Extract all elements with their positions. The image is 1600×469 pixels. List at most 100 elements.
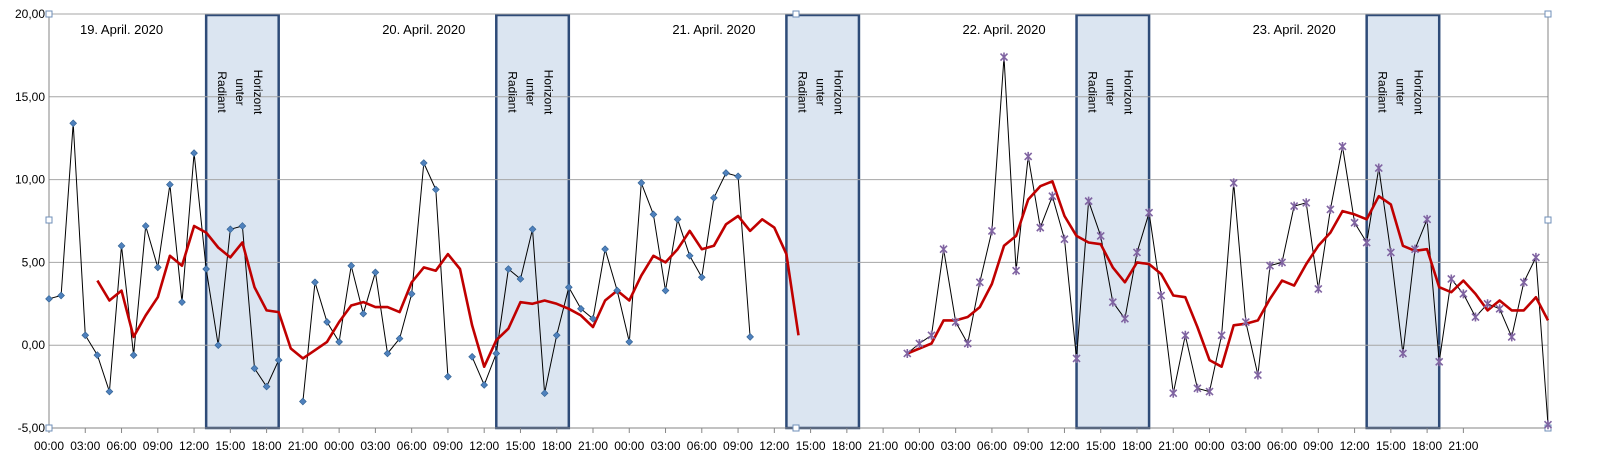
- data-point-marker: [734, 172, 742, 181]
- data-point-marker: [1435, 357, 1444, 367]
- smoothed-rate-line: [96, 180, 1550, 368]
- x-tick-label: 06:00: [107, 439, 137, 453]
- data-point-marker: [178, 298, 186, 306]
- x-tick-label: 15:00: [1086, 439, 1116, 453]
- data-point-marker: [480, 381, 489, 389]
- data-point-marker: [1084, 196, 1093, 206]
- x-tick-label: 00:00: [1195, 439, 1225, 453]
- radiant-below-horizon-band: [785, 13, 861, 430]
- day-label: 22. April. 2020: [962, 22, 1045, 37]
- data-point-marker: [1362, 238, 1371, 248]
- band-label-line: Radiant: [215, 71, 229, 113]
- x-tick-label: 15:00: [1376, 439, 1406, 453]
- data-point-marker: [1374, 163, 1383, 173]
- x-tick-label: 00:00: [324, 439, 354, 453]
- x-tick-label: 09:00: [1303, 439, 1333, 453]
- data-point-marker: [81, 331, 90, 340]
- band-label-line: unter: [1394, 78, 1408, 105]
- data-point-marker: [1036, 223, 1045, 233]
- x-tick-label: 06:00: [687, 439, 717, 453]
- data-point-marker: [927, 330, 936, 340]
- data-point-marker: [1132, 247, 1142, 257]
- data-point-marker: [311, 278, 319, 287]
- data-point-marker: [1531, 252, 1540, 262]
- data-point-marker: [238, 222, 247, 230]
- data-point-marker: [1483, 299, 1492, 309]
- data-point-marker: [552, 331, 561, 340]
- radiant-below-horizon-band: [1075, 13, 1151, 430]
- x-tick-label: 15:00: [796, 439, 826, 453]
- band-label-line: unter: [1104, 78, 1118, 105]
- chart-frame-handle: [792, 10, 800, 18]
- x-tick-label: 12:00: [469, 439, 499, 453]
- data-point-marker: [1241, 317, 1250, 327]
- x-tick-label: 12:00: [1340, 439, 1370, 453]
- band-label-line: unter: [233, 78, 247, 105]
- data-point-marker: [951, 317, 960, 327]
- data-point-marker: [601, 245, 609, 253]
- x-tick-label: 09:00: [143, 439, 173, 453]
- data-point-marker: [432, 185, 440, 194]
- data-point-marker: [105, 387, 114, 396]
- x-tick-label: 12:00: [179, 439, 209, 453]
- band-label-line: Horizont: [541, 70, 555, 115]
- band-label-line: unter: [523, 78, 537, 105]
- data-point-marker: [395, 334, 404, 343]
- band-label-line: Radiant: [1086, 71, 1100, 113]
- data-point-marker: [903, 348, 912, 358]
- raw-rate-line-2: [906, 56, 1549, 425]
- data-point-marker: [1326, 204, 1335, 214]
- data-point-marker: [975, 277, 984, 287]
- x-tick-label: 00:00: [34, 439, 64, 453]
- data-point-marker: [1205, 387, 1214, 397]
- x-tick-label: 06:00: [397, 439, 427, 453]
- data-point-marker: [625, 338, 634, 346]
- band-label-line: Radiant: [1376, 71, 1390, 113]
- series-layer: [48, 56, 1550, 425]
- data-point-marker: [1096, 231, 1105, 241]
- band-label-line: Horizont: [1122, 70, 1136, 115]
- data-point-marker: [1350, 218, 1359, 228]
- x-tick-label: 21:00: [868, 439, 898, 453]
- day-label: 19. April. 2020: [80, 22, 163, 37]
- data-point-marker: [1507, 332, 1516, 342]
- data-point-marker: [1423, 214, 1432, 224]
- x-tick-label: 03:00: [360, 439, 390, 453]
- data-point-marker: [1024, 151, 1033, 161]
- data-point-marker: [1290, 201, 1299, 211]
- x-tick-label: 09:00: [723, 439, 753, 453]
- data-point-marker: [939, 244, 948, 254]
- data-point-marker: [359, 309, 368, 318]
- data-point-marker: [661, 286, 670, 295]
- data-point-marker: [697, 273, 706, 282]
- radiant-below-horizon-band: [204, 13, 280, 430]
- x-tick-label: 18:00: [1412, 439, 1442, 453]
- band-label-line: unter: [813, 78, 827, 105]
- data-point-marker: [1495, 304, 1504, 314]
- x-tick-label: 09:00: [1013, 439, 1043, 453]
- x-tick-label: 18:00: [832, 439, 862, 453]
- data-point-marker: [419, 159, 428, 167]
- data-point-marker: [1543, 420, 1553, 430]
- data-point-marker: [504, 265, 513, 273]
- data-point-marker: [540, 389, 549, 398]
- data-point-marker: [250, 364, 259, 373]
- data-point-marker: [141, 222, 150, 230]
- data-point-marker: [45, 295, 53, 303]
- x-tick-label: 21:00: [1158, 439, 1188, 453]
- data-point-marker: [1229, 178, 1238, 188]
- x-tick-label: 03:00: [1231, 439, 1261, 453]
- x-tick-label: 21:00: [578, 439, 608, 453]
- day-label: 20. April. 2020: [382, 22, 465, 37]
- data-point-marker: [1459, 289, 1468, 299]
- data-point-marker: [444, 372, 452, 381]
- data-point-marker: [1338, 141, 1347, 151]
- data-point-marker: [1108, 297, 1117, 307]
- data-point-marker: [1265, 261, 1275, 271]
- data-point-marker: [516, 275, 525, 283]
- data-point-marker: [1181, 330, 1190, 340]
- data-point-marker: [1447, 274, 1456, 284]
- x-tick-label: 03:00: [941, 439, 971, 453]
- data-point-marker: [1398, 348, 1408, 358]
